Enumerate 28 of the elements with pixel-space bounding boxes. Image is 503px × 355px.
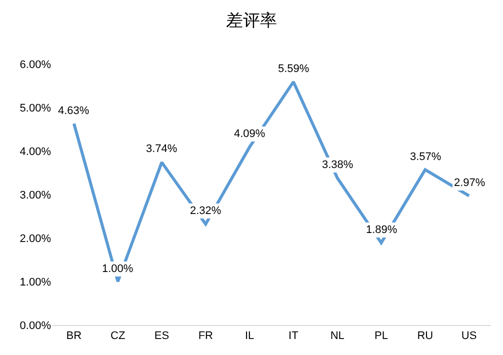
y-tick-label: 6.00% — [20, 58, 52, 71]
y-tick-label: 2.00% — [20, 232, 52, 245]
y-tick-label: 3.00% — [20, 189, 52, 202]
data-label: 3.57% — [410, 151, 442, 163]
data-label: 3.38% — [322, 159, 354, 171]
x-tick-label: FR — [198, 330, 214, 342]
x-tick-label: RU — [417, 330, 434, 342]
x-tick-label: IT — [288, 330, 299, 342]
x-tick-label: BR — [66, 330, 82, 342]
data-label: 1.00% — [102, 263, 134, 275]
data-label: 3.74% — [146, 143, 178, 155]
x-tick-label: US — [461, 330, 477, 342]
data-label: 1.89% — [366, 224, 398, 236]
y-tick-label: 4.00% — [20, 146, 52, 158]
data-label: 2.32% — [190, 205, 222, 217]
x-tick-label: ES — [154, 330, 170, 342]
x-tick-label: IL — [244, 330, 254, 342]
chart-title: 差评率 — [226, 11, 277, 30]
y-tick-label: 1.00% — [20, 276, 52, 288]
y-tick-label: 5.00% — [20, 102, 52, 114]
x-tick-label: NL — [330, 330, 344, 342]
data-label: 4.63% — [58, 105, 90, 117]
x-tick-label: CZ — [110, 330, 126, 342]
x-tick-label: PL — [374, 330, 388, 342]
data-label: 5.59% — [278, 63, 310, 75]
data-label: 2.97% — [454, 177, 486, 189]
y-tick-label: 0.00% — [20, 320, 52, 332]
data-label: 4.09% — [234, 128, 266, 140]
